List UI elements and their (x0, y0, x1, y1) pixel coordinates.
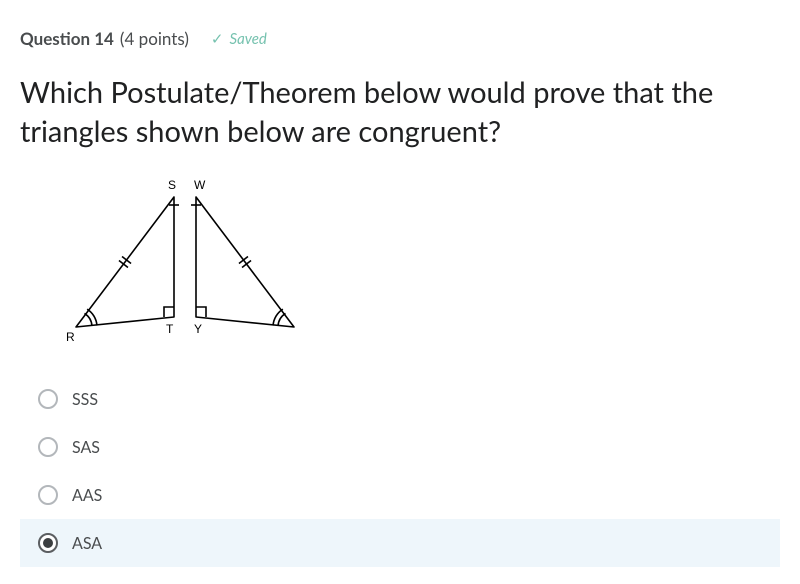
radio-dot (43, 538, 53, 548)
triangles-diagram: SWTYRX (56, 177, 296, 347)
answer-option[interactable]: AAS (20, 471, 780, 519)
radio-button[interactable] (38, 389, 58, 409)
saved-status: Saved (230, 30, 267, 48)
svg-text:R: R (66, 330, 75, 344)
answer-options: SSS SAS AAS ASA (20, 375, 780, 567)
answer-label: ASA (72, 534, 102, 553)
answer-option[interactable]: ASA (20, 519, 780, 567)
question-number: Question 14 (20, 28, 114, 49)
svg-text:T: T (166, 322, 174, 336)
answer-option[interactable]: SSS (20, 375, 780, 423)
answer-label: AAS (72, 486, 102, 505)
check-icon: ✓ (211, 30, 224, 48)
svg-text:Y: Y (194, 322, 202, 336)
question-header: Question 14 (4 points) ✓ Saved (20, 28, 780, 49)
radio-button[interactable] (38, 485, 58, 505)
answer-option[interactable]: SAS (20, 423, 780, 471)
question-figure: SWTYRX (56, 177, 780, 351)
svg-text:W: W (194, 178, 206, 192)
radio-button[interactable] (38, 533, 58, 553)
answer-label: SSS (72, 390, 98, 409)
question-text: Which Postulate/Theorem below would prov… (20, 73, 780, 151)
question-points: (4 points) (120, 28, 189, 49)
answer-label: SAS (72, 438, 100, 457)
quiz-question-container: Question 14 (4 points) ✓ Saved Which Pos… (0, 0, 800, 567)
radio-button[interactable] (38, 437, 58, 457)
svg-text:S: S (168, 178, 176, 192)
